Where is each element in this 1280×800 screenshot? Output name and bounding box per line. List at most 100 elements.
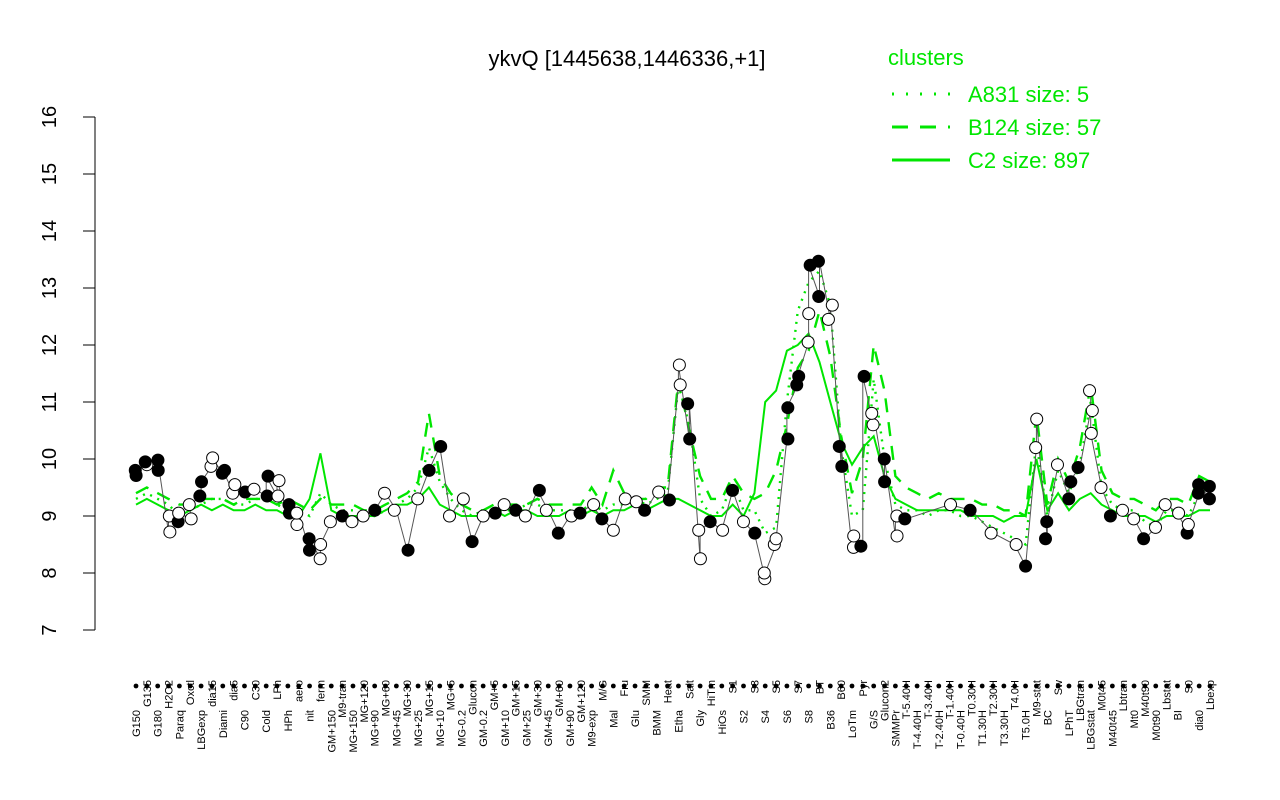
x-tick-label: Oxctl (185, 680, 197, 705)
data-point (540, 504, 552, 516)
data-point (878, 453, 890, 465)
x-tick-mark (785, 684, 790, 689)
data-point (552, 527, 564, 539)
data-point (866, 407, 878, 419)
data-point (663, 494, 675, 506)
data-point (848, 530, 860, 542)
data-point (826, 299, 838, 311)
x-tick-label: BMM (652, 710, 664, 736)
data-point (607, 524, 619, 536)
x-tick-mark (1088, 684, 1093, 689)
data-point (945, 499, 957, 511)
y-tick-label: 10 (39, 448, 61, 470)
data-point (879, 476, 891, 488)
data-point (588, 499, 600, 511)
y-tick-label: 11 (39, 392, 61, 413)
x-tick-label: ferm (315, 680, 327, 702)
x-tick-label: LBGstat (1086, 710, 1098, 750)
data-point (435, 440, 447, 452)
data-point (674, 379, 686, 391)
x-tick-label: C30 (250, 680, 262, 700)
data-point (1010, 539, 1022, 551)
data-point (1150, 521, 1162, 533)
data-point (1182, 519, 1194, 531)
data-point (272, 490, 284, 502)
x-tick-mark (524, 684, 529, 689)
data-point (533, 484, 545, 496)
x-tick-label: S3 (749, 680, 761, 693)
legend-title: clusters (888, 45, 964, 70)
data-point (1031, 413, 1043, 425)
x-tick-label: Lbexp (1205, 680, 1217, 710)
legend: clusters A831 size: 5 B124 size: 57 C2 siz… (888, 45, 1101, 173)
x-tick-mark (1197, 684, 1202, 689)
data-point (519, 510, 531, 522)
data-point (1203, 480, 1215, 492)
x-tick-label: S4 (760, 710, 772, 723)
data-point (1193, 479, 1205, 491)
data-point (891, 530, 903, 542)
data-point (1095, 482, 1107, 494)
y-tick-label: 7 (39, 624, 61, 635)
data-point (1065, 476, 1077, 488)
data-point (219, 464, 231, 476)
x-tick-mark (177, 684, 182, 689)
x-tick-label: Cold (261, 710, 273, 733)
legend-label: B124 size: 57 (968, 115, 1101, 140)
x-tick-label: C90 (239, 710, 251, 730)
y-tick-label: 9 (39, 510, 61, 521)
data-point (694, 553, 706, 565)
x-tick-mark (502, 684, 507, 689)
x-tick-mark (936, 684, 941, 689)
x-tick-label: Pyr (858, 680, 870, 697)
x-tick-label: Sw (1053, 680, 1065, 695)
data-point (207, 452, 219, 464)
data-point (369, 504, 381, 516)
x-tick-label: BC (1042, 710, 1054, 725)
data-point (836, 460, 848, 472)
x-tick-label: BI (1172, 710, 1184, 720)
data-point (444, 510, 456, 522)
x-tick-label: dia15 (207, 680, 219, 707)
x-tick-mark (1175, 684, 1180, 689)
data-point (273, 475, 285, 487)
x-tick-label: HPh (283, 710, 295, 731)
x-tick-mark (915, 684, 920, 689)
x-tick-mark (1132, 684, 1137, 689)
data-point (164, 526, 176, 538)
data-point (574, 507, 586, 519)
x-tick-mark (1023, 684, 1028, 689)
data-point (1117, 504, 1129, 516)
x-tick-mark (285, 684, 290, 689)
data-point (314, 553, 326, 565)
y-tick-label: 15 (39, 163, 61, 185)
x-tick-label: S7 (793, 680, 805, 693)
x-tick-label: Diami (218, 710, 230, 738)
x-tick-label: S6 (782, 710, 794, 723)
x-tick-label: GM-0.2 (478, 710, 490, 747)
x-tick-mark (893, 684, 898, 689)
data-point (324, 516, 336, 528)
data-point (1040, 533, 1052, 545)
x-tick-label: M40t45 (1107, 710, 1119, 747)
legend-label: C2 size: 897 (968, 148, 1090, 173)
data-point (291, 519, 303, 531)
x-tick-label: M0t45 (1097, 680, 1109, 711)
data-point (802, 336, 814, 348)
x-tick-label: Gly (695, 710, 707, 727)
chart-title: ykvQ [1445638,1446336,+1] (488, 46, 765, 71)
y-tick-label: 13 (39, 277, 61, 299)
x-tick-mark (242, 684, 247, 689)
data-point (682, 398, 694, 410)
x-tick-label: dia5 (229, 680, 241, 701)
x-tick-label: HiTm (706, 680, 718, 706)
x-tick-label: Glu (630, 710, 642, 727)
data-point (673, 359, 685, 371)
data-point (1159, 499, 1171, 511)
data-point (1086, 405, 1098, 417)
data-point (1030, 442, 1042, 454)
data-point (782, 402, 794, 414)
x-tick-mark (611, 684, 616, 689)
x-tick-mark (871, 684, 876, 689)
x-tick-mark (741, 684, 746, 689)
